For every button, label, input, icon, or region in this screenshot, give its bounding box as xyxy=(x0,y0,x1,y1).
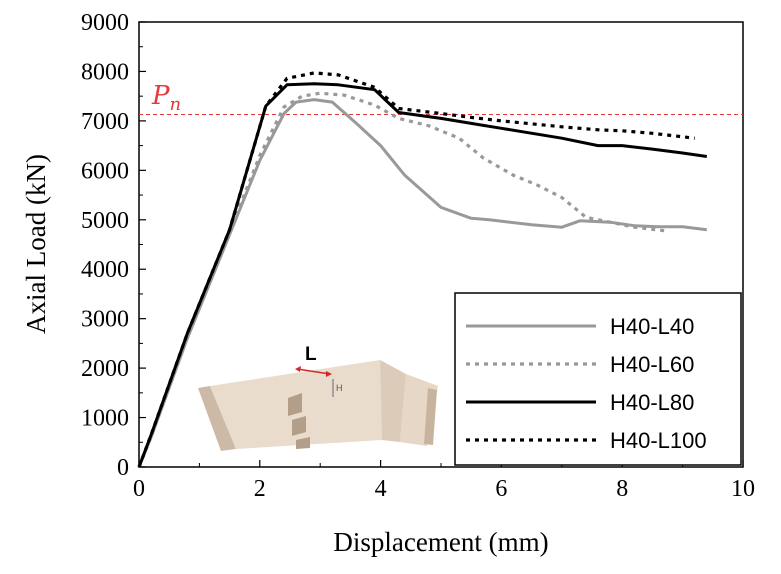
inset-wall-right-face xyxy=(380,360,406,442)
y-tick-label: 5000 xyxy=(81,208,129,234)
y-axis-ticks: 0 1000 2000 3000 4000 5000 6000 7000 8000 9000 xyxy=(81,10,146,481)
series-line-h40-l100 xyxy=(137,71,695,468)
series-line-h40-l60 xyxy=(137,91,665,468)
x-tick-label: 2 xyxy=(254,476,266,502)
inset-stud-3 xyxy=(296,437,310,449)
legend-label: H40-L40 xyxy=(610,314,694,339)
y-tick-label: 1000 xyxy=(81,406,129,432)
inset-L-arrow-left xyxy=(295,366,301,372)
legend-box xyxy=(454,292,742,466)
x-tick-label: 8 xyxy=(616,476,628,502)
inset-L-label: L xyxy=(305,344,317,365)
x-tick-label: 6 xyxy=(495,476,507,502)
y-tick-label: 8000 xyxy=(81,59,129,85)
y-tick-label: 6000 xyxy=(81,158,129,184)
y-axis-label: Axial Load (kN) xyxy=(21,154,51,334)
x-tick-label: 0 xyxy=(133,476,145,502)
legend: H40-L40 H40-L60 H40-L80 H40-L100 xyxy=(454,292,742,466)
y-tick-label: 0 xyxy=(117,455,129,481)
inset-stiffener-right xyxy=(424,388,437,445)
legend-items: H40-L40 H40-L60 H40-L80 H40-L100 xyxy=(466,314,707,453)
x-axis-label: Displacement (mm) xyxy=(333,527,548,557)
legend-label: H40-L60 xyxy=(610,352,694,377)
legend-label: H40-L80 xyxy=(610,390,694,415)
legend-label: H40-L100 xyxy=(610,428,707,453)
y-tick-label: 9000 xyxy=(81,10,129,36)
specimen-inset-illustration: L H xyxy=(198,344,438,451)
inset-H-label: H xyxy=(336,383,343,393)
inset-stud-2 xyxy=(292,416,306,436)
y-tick-label: 2000 xyxy=(81,356,129,382)
inset-wall-left xyxy=(198,386,236,451)
pn-label-sub: n xyxy=(170,94,182,115)
series-layer xyxy=(137,71,708,468)
y-tick-label: 3000 xyxy=(81,307,129,333)
inset-stud-1 xyxy=(288,393,302,416)
y-tick-label: 4000 xyxy=(81,257,129,283)
pn-label: Pn xyxy=(151,81,181,115)
inset-L-dimension xyxy=(296,368,331,375)
inset-L-arrow-right xyxy=(326,371,332,377)
pn-label-base: P xyxy=(151,81,170,111)
y-tick-label: 7000 xyxy=(81,109,129,135)
x-tick-label: 10 xyxy=(731,476,755,502)
x-tick-label: 4 xyxy=(375,476,387,502)
